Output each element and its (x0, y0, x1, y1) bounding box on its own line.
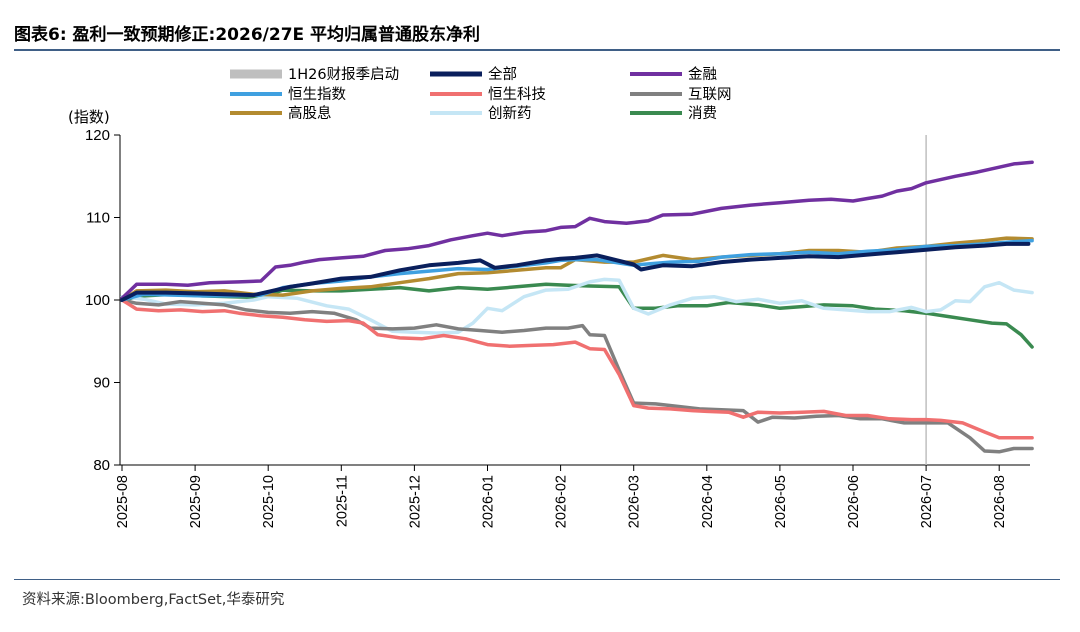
plot-area (120, 135, 1034, 465)
series-line-高股息 (120, 236, 1034, 302)
y-axis-unit-label: (指数) (68, 108, 110, 126)
page-title: 图表6: 盈利一致预期修正:2026/27E 平均归属普通股东净利 (14, 25, 481, 45)
title-divider (14, 49, 1060, 51)
x-tick-label: 2026-01 (481, 475, 497, 528)
x-tick-label: 2025-08 (115, 475, 131, 528)
x-tick-label: 2026-07 (919, 475, 935, 528)
legend-label: 高股息 (288, 105, 332, 122)
series-line-全部 (120, 241, 1031, 302)
source-note: 资料来源:Bloomberg,FactSet,华泰研究 (22, 592, 285, 608)
y-axis: 80 90 100 110 120 (85, 127, 121, 474)
x-tick-label: 2026-02 (554, 475, 570, 528)
series-line-互联网 (120, 298, 1034, 454)
x-tick-label: 2026-05 (773, 475, 789, 528)
x-axis: 2025-08 2025-09 2025-10 2025-11 2025-12 2026-… (115, 464, 1030, 528)
x-tick-label: 2026-03 (627, 475, 643, 528)
series-line-恒生科技 (120, 298, 1034, 440)
x-tick-label: 2026-04 (700, 475, 716, 528)
legend-label: 消费 (688, 105, 717, 122)
x-tick-label: 2026-06 (846, 475, 862, 528)
x-tick-label: 2025-11 (334, 475, 350, 527)
x-tick-label: 2026-08 (992, 475, 1008, 528)
legend-label: 恒生指数 (288, 86, 346, 103)
legend-label: 金融 (688, 66, 717, 83)
legend-label: 互联网 (688, 86, 732, 103)
series-line-恒生指数 (120, 238, 1034, 302)
y-tick-label: 110 (86, 210, 110, 227)
legend-label: 全部 (488, 65, 517, 83)
footer-divider (14, 579, 1060, 580)
series-line-创新药 (120, 277, 1034, 335)
legend-label: 1H26财报季启动 (288, 66, 399, 83)
legend-label: 恒生科技 (488, 86, 546, 103)
x-tick-label: 2025-12 (407, 475, 423, 528)
x-tick-label: 2025-09 (188, 475, 204, 528)
y-tick-label: 120 (85, 127, 110, 144)
y-tick-label: 90 (93, 375, 110, 392)
series-line-金融 (120, 160, 1034, 301)
y-tick-label: 100 (85, 292, 110, 309)
x-tick-label: 2025-10 (261, 475, 277, 528)
legend-label: 创新药 (488, 105, 532, 122)
y-tick-label: 80 (93, 457, 110, 474)
